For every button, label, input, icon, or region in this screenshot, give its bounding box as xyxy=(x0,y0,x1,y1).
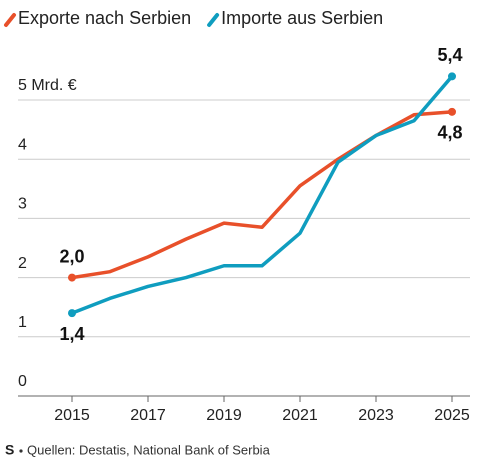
y-tick-label: 1 xyxy=(18,314,27,331)
y-tick-label: 0 xyxy=(18,373,27,390)
data-label: 4,8 xyxy=(437,123,462,143)
legend-swatch xyxy=(4,13,16,27)
end-dot xyxy=(448,107,456,116)
y-tick-label: 5 Mrd. € xyxy=(18,77,77,94)
legend-label: Exporte nach Serbien xyxy=(18,8,191,28)
x-tick-label: 2019 xyxy=(206,407,242,424)
source: Quellen: Destatis, National Bank of Serb… xyxy=(27,442,271,457)
x-tick-label: 2025 xyxy=(434,407,470,424)
x-tick-label: 2021 xyxy=(282,407,318,424)
end-dot xyxy=(68,273,76,282)
y-tick-label: 2 xyxy=(18,255,27,272)
x-tick-label: 2023 xyxy=(358,407,394,424)
y-tick-label: 3 xyxy=(18,196,27,213)
data-label: 5,4 xyxy=(437,45,462,65)
data-label: 1,4 xyxy=(59,324,84,344)
logo-dot xyxy=(19,449,23,453)
logo-letter: S xyxy=(5,442,14,458)
x-tick-label: 2017 xyxy=(130,407,166,424)
end-dot xyxy=(68,309,76,318)
y-tick-label: 4 xyxy=(18,136,27,153)
x-tick-label: 2015 xyxy=(54,407,90,424)
series-line xyxy=(71,75,454,315)
series-line xyxy=(71,110,453,280)
end-dot xyxy=(448,72,456,81)
legend-label: Importe aus Serbien xyxy=(221,8,383,28)
data-label: 2,0 xyxy=(59,246,84,266)
legend-swatch xyxy=(207,13,220,27)
source-logo: S xyxy=(5,442,23,458)
